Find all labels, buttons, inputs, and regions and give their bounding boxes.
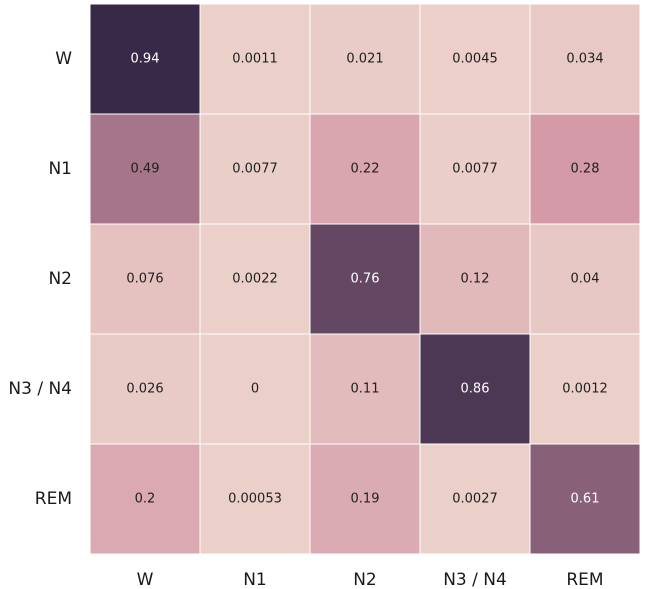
heatmap-cell [309, 223, 421, 335]
heatmap-cell [419, 3, 531, 115]
cell-value-label: 0.0011 [232, 52, 278, 67]
cell-value-label: 0.2 [135, 492, 156, 507]
heatmap-cell [309, 113, 421, 225]
cell-value-label: 0.034 [566, 52, 603, 67]
y-tick-label: W [55, 49, 72, 69]
x-tick-label: N1 [243, 570, 267, 589]
cell-value-label: 0.0077 [232, 162, 278, 177]
x-axis-tick-labels: W N1 N2 N3 / N4 REM [137, 570, 604, 589]
y-tick-label: N1 [48, 159, 72, 179]
cell-value-label: 0.076 [126, 272, 163, 287]
heatmap-cell [529, 443, 641, 555]
heatmap-cell [89, 3, 201, 115]
y-axis-tick-labels: W N1 N2 N3 / N4 REM [8, 49, 72, 509]
cell-value-label: 0.11 [351, 382, 380, 397]
cell-value-label: 0.28 [571, 162, 600, 177]
heatmap-cell [529, 333, 641, 445]
cell-value-label: 0.026 [126, 382, 163, 397]
cell-value-label: 0.021 [346, 52, 383, 67]
x-tick-label: N2 [353, 570, 377, 589]
cell-value-label: 0.04 [571, 272, 600, 287]
heatmap-cell [309, 443, 421, 555]
cell-value-label: 0.76 [351, 272, 380, 287]
heatmap-cell [89, 443, 201, 555]
heatmap-cell [309, 333, 421, 445]
cell-value-label: 0.12 [461, 272, 490, 287]
cell-value-label: 0.0022 [232, 272, 278, 287]
cell-value-label: 0.86 [461, 382, 490, 397]
heatmap-cell [309, 3, 421, 115]
heatmap-cell [529, 223, 641, 335]
x-tick-label: REM [566, 570, 603, 589]
heatmap-cells [89, 3, 641, 555]
cell-value-label: 0.00053 [228, 492, 282, 507]
heatmap-cell-labels: 0.94 0.0011 0.021 0.0045 0.034 0.49 0.0077 0.22… [126, 52, 607, 507]
cell-value-label: 0.22 [351, 162, 380, 177]
cell-value-label: 0.0045 [452, 52, 498, 67]
cell-value-label: 0.61 [571, 492, 600, 507]
cell-value-label: 0.0077 [452, 162, 498, 177]
heatmap-cell [529, 113, 641, 225]
x-tick-label: N3 / N4 [443, 570, 507, 589]
heatmap-cell [199, 223, 311, 335]
cell-value-label: 0.0027 [452, 492, 498, 507]
heatmap-cell [89, 333, 201, 445]
heatmap-cell [419, 223, 531, 335]
cell-value-label: 0.94 [131, 52, 160, 67]
heatmap-cell [89, 113, 201, 225]
heatmap-cell [199, 333, 311, 445]
heatmap-cell [419, 333, 531, 445]
cell-value-label: 0.19 [351, 492, 380, 507]
cell-value-label: 0 [251, 382, 259, 397]
cell-value-label: 0.0012 [562, 382, 608, 397]
cell-value-label: 0.49 [131, 162, 160, 177]
y-tick-label: N3 / N4 [8, 379, 72, 399]
x-tick-label: W [137, 570, 154, 589]
heatmap-cell [199, 3, 311, 115]
heatmap-cell [529, 3, 641, 115]
y-tick-label: N2 [48, 269, 72, 289]
heatmap-cell [199, 443, 311, 555]
y-tick-label: REM [35, 489, 72, 509]
